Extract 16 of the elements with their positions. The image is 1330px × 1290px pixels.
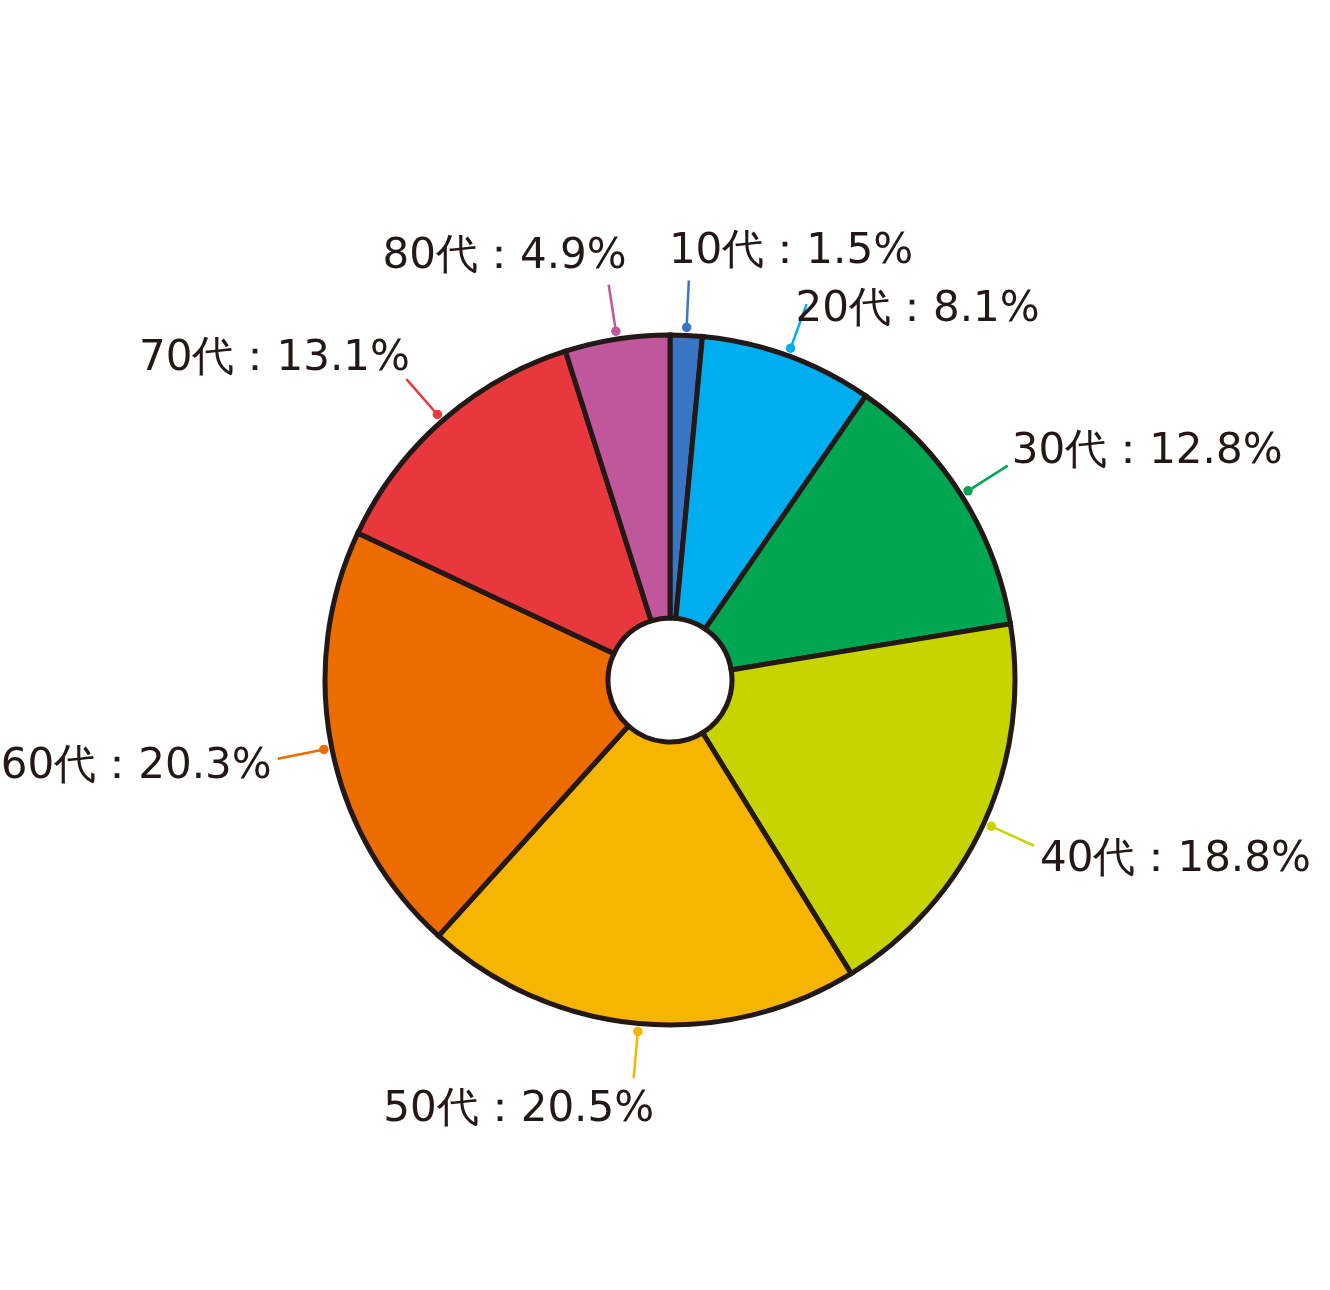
slice-label: 60代 xyxy=(0,738,97,788)
slice-label: 10代 xyxy=(668,224,765,274)
data-label: ：13.1% xyxy=(234,330,410,380)
slice-label: 50代 xyxy=(383,1082,479,1132)
slice-label: 40代 xyxy=(1039,832,1136,882)
data-label: ：1.5% xyxy=(764,224,914,274)
data-label: ：12.8% xyxy=(1107,423,1283,473)
data-label: ：18.8% xyxy=(1135,832,1311,882)
data-label: ：20.5% xyxy=(478,1082,655,1132)
slice-label: 80代 xyxy=(382,229,478,279)
slice-label: 70代 xyxy=(139,330,235,380)
slice-label: 20代 xyxy=(795,282,892,332)
data-label: ：8.1% xyxy=(891,282,1040,332)
slice-label: 30代 xyxy=(1011,423,1108,473)
data-label: ：4.9% xyxy=(477,229,627,279)
data-label: ：20.3% xyxy=(96,738,272,788)
